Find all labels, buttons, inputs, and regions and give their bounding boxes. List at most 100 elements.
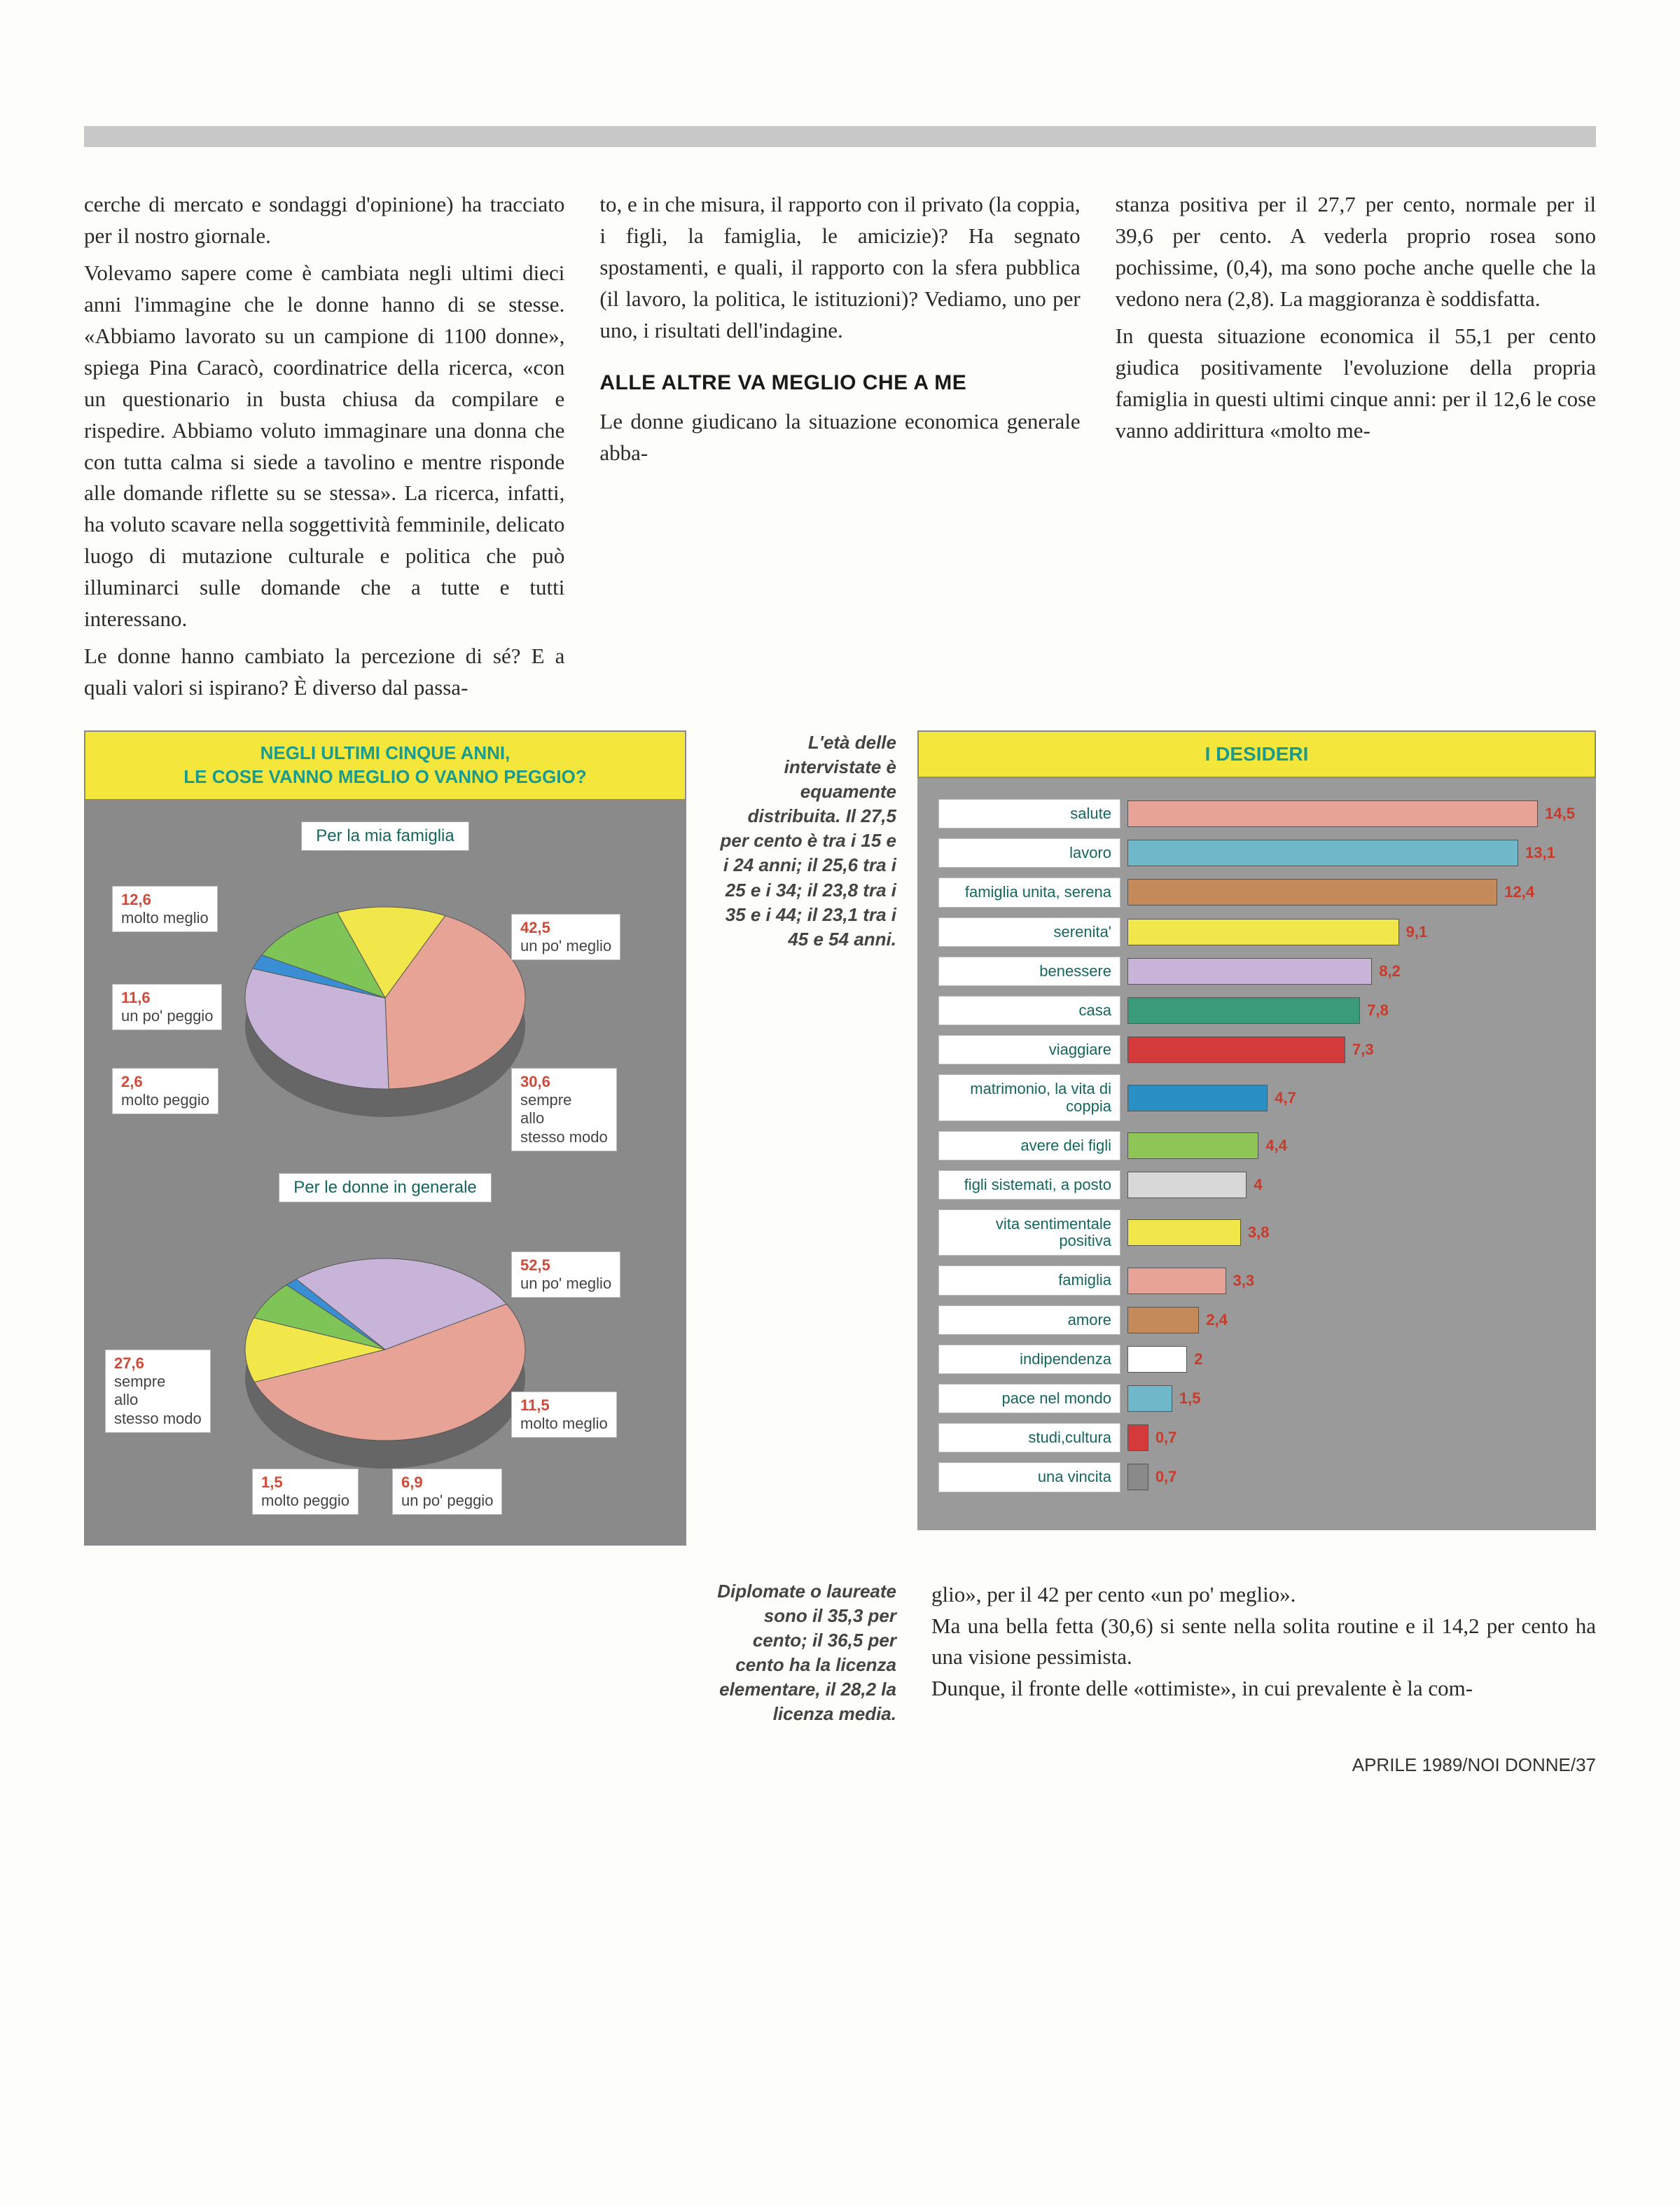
bar-fill xyxy=(1127,1464,1148,1490)
side-note-education: Diplomate o laureate sono il 35,3 per ce… xyxy=(714,1579,896,1727)
bar-row: salute 14,5 xyxy=(938,799,1575,828)
bar-row: figli sistemati, a posto4 xyxy=(938,1170,1575,1200)
bar-track: 0,7 xyxy=(1127,1464,1575,1490)
bar-row: amore 2,4 xyxy=(938,1305,1575,1335)
header-bar xyxy=(84,126,1596,147)
paragraph: glio», per il 42 per cento «un po' megli… xyxy=(931,1579,1596,1611)
pie2-wrap: 52,5un po' meglio11,5molto meglio6,9un p… xyxy=(98,1209,672,1511)
bar-label: matrimonio, la vita di coppia xyxy=(938,1074,1120,1121)
bar-fill xyxy=(1127,1036,1345,1063)
bar-value: 2,4 xyxy=(1206,1311,1228,1329)
bar-value: 0,7 xyxy=(1155,1468,1177,1486)
bar-value: 1,5 xyxy=(1179,1389,1201,1408)
pie-slice-label: 6,9un po' peggio xyxy=(392,1469,502,1515)
pie-title-line1: NEGLI ULTIMI CINQUE ANNI, xyxy=(99,742,671,765)
bar-fill xyxy=(1127,1085,1268,1111)
bar-track: 0,7 xyxy=(1127,1424,1575,1451)
bar-track: 4,7 xyxy=(1127,1085,1575,1111)
column-1: cerche di mercato e sondaggi d'opinione)… xyxy=(84,189,564,709)
pie-slice-label: 27,6sempreallostesso modo xyxy=(105,1350,211,1434)
bar-fill xyxy=(1127,997,1360,1024)
pie1-wrap: 12,6molto meglio 42,5un po' meglio 30,6sem… xyxy=(98,858,672,1159)
section-subhead: ALLE ALTRE VA MEGLIO CHE A ME xyxy=(599,368,1080,398)
pie-slice-label: 11,5molto meglio xyxy=(511,1392,617,1438)
bottom-paragraphs: glio», per il 42 per cento «un po' megli… xyxy=(931,1579,1596,1727)
bar-label: indipendenza xyxy=(938,1345,1120,1374)
bar-fill xyxy=(1127,919,1399,945)
paragraph: Ma una bella fetta (30,6) si sente nella… xyxy=(931,1611,1596,1674)
bar-track: 1,5 xyxy=(1127,1385,1575,1412)
bar-track: 4 xyxy=(1127,1172,1575,1198)
bar-row: famiglia unita, serena12,4 xyxy=(938,877,1575,907)
bar-row: famiglia3,3 xyxy=(938,1265,1575,1295)
bar-fill xyxy=(1127,800,1538,827)
bar-value: 7,3 xyxy=(1352,1041,1374,1059)
bar-fill xyxy=(1127,1219,1241,1246)
bar-value: 14,5 xyxy=(1545,805,1575,823)
bar-row: serenita' 9,1 xyxy=(938,917,1575,947)
right-column: L'età delle intervistate è equamente dis… xyxy=(714,730,1596,1726)
bar-label: avere dei figli xyxy=(938,1131,1120,1160)
bar-label: famiglia unita, serena xyxy=(938,877,1120,907)
pie-charts-block: NEGLI ULTIMI CINQUE ANNI, LE COSE VANNO … xyxy=(84,730,686,1726)
paragraph: to, e in che misura, il rapporto con il … xyxy=(599,189,1080,347)
bar-value: 8,2 xyxy=(1379,962,1401,980)
bar-row: matrimonio, la vita di coppia 4,7 xyxy=(938,1074,1575,1121)
bar-value: 4 xyxy=(1254,1176,1262,1194)
bar-label: vita sentimentale positiva xyxy=(938,1209,1120,1256)
paragraph: Volevamo sapere come è cambiata negli ul… xyxy=(84,258,564,635)
bar-label: casa xyxy=(938,996,1120,1025)
bar-fill xyxy=(1127,1385,1172,1412)
bar-value: 3,8 xyxy=(1248,1223,1270,1242)
bar-label: serenita' xyxy=(938,917,1120,947)
bar-label: salute xyxy=(938,799,1120,828)
bar-label: amore xyxy=(938,1305,1120,1335)
bar-row: avere dei figli 4,4 xyxy=(938,1131,1575,1160)
pie-slice-label: 2,6molto peggio xyxy=(112,1068,218,1115)
pie-slice-label: 12,6molto meglio xyxy=(112,886,218,933)
bar-fill xyxy=(1127,1424,1148,1451)
page-footer: APRILE 1989/NOI DONNE/37 xyxy=(84,1754,1596,1776)
bar-row: vita sentimentale positiva 3,8 xyxy=(938,1209,1575,1256)
bar-track: 14,5 xyxy=(1127,800,1575,827)
bar-track: 8,2 xyxy=(1127,958,1575,985)
bar-row: lavoro13,1 xyxy=(938,838,1575,868)
bar-label: studi,cultura xyxy=(938,1423,1120,1452)
side-note-age: L'età delle intervistate è equamente dis… xyxy=(714,730,896,952)
bar-track: 3,8 xyxy=(1127,1219,1575,1246)
bar-row: viaggiare 7,3 xyxy=(938,1035,1575,1064)
top-text-columns: cerche di mercato e sondaggi d'opinione)… xyxy=(84,189,1596,709)
bar-chart-area: salute 14,5 lavoro13,1 famiglia unita, sere… xyxy=(917,778,1596,1530)
pie2-subtitle: Per le donne in generale xyxy=(279,1173,492,1202)
bar-track: 7,8 xyxy=(1127,997,1575,1024)
pie-slice-label: 11,6un po' peggio xyxy=(112,984,222,1031)
bar-track: 9,1 xyxy=(1127,919,1575,945)
column-3: stanza positiva per il 27,7 per cento, n… xyxy=(1116,189,1596,709)
bar-track: 2 xyxy=(1127,1346,1575,1373)
paragraph: Le donne hanno cambiato la percezione di… xyxy=(84,641,564,704)
bar-row: studi,cultura 0,7 xyxy=(938,1423,1575,1452)
bottom-text-row: Diplomate o laureate sono il 35,3 per ce… xyxy=(714,1579,1596,1727)
bar-chart-title: I DESIDERI xyxy=(917,730,1596,778)
pie-slice-label: 52,5un po' meglio xyxy=(511,1251,620,1298)
pie-slice-label: 30,6sempreallostesso modo xyxy=(511,1068,617,1152)
paragraph: In questa situazione economica il 55,1 p… xyxy=(1116,321,1596,447)
bar-track: 7,3 xyxy=(1127,1036,1575,1063)
bar-track: 2,4 xyxy=(1127,1307,1575,1333)
bar-row: pace nel mondo1,5 xyxy=(938,1384,1575,1413)
bar-track: 13,1 xyxy=(1127,840,1575,866)
bar-label: viaggiare xyxy=(938,1035,1120,1064)
bar-value: 7,8 xyxy=(1367,1001,1389,1020)
paragraph: Dunque, il fronte delle «ottimiste», in … xyxy=(931,1673,1596,1705)
pie-chart-title: NEGLI ULTIMI CINQUE ANNI, LE COSE VANNO … xyxy=(84,730,686,800)
bar-fill xyxy=(1127,879,1497,906)
bar-track: 4,4 xyxy=(1127,1132,1575,1159)
bar-fill xyxy=(1127,1268,1226,1294)
bar-value: 13,1 xyxy=(1525,844,1555,862)
pie-slice-label: 1,5molto peggio xyxy=(252,1469,359,1515)
pie-slice-label: 42,5un po' meglio xyxy=(511,914,620,961)
bar-fill xyxy=(1127,1346,1187,1373)
bar-track: 3,3 xyxy=(1127,1268,1575,1294)
bar-value: 3,3 xyxy=(1233,1272,1255,1290)
bar-label: benessere xyxy=(938,957,1120,986)
